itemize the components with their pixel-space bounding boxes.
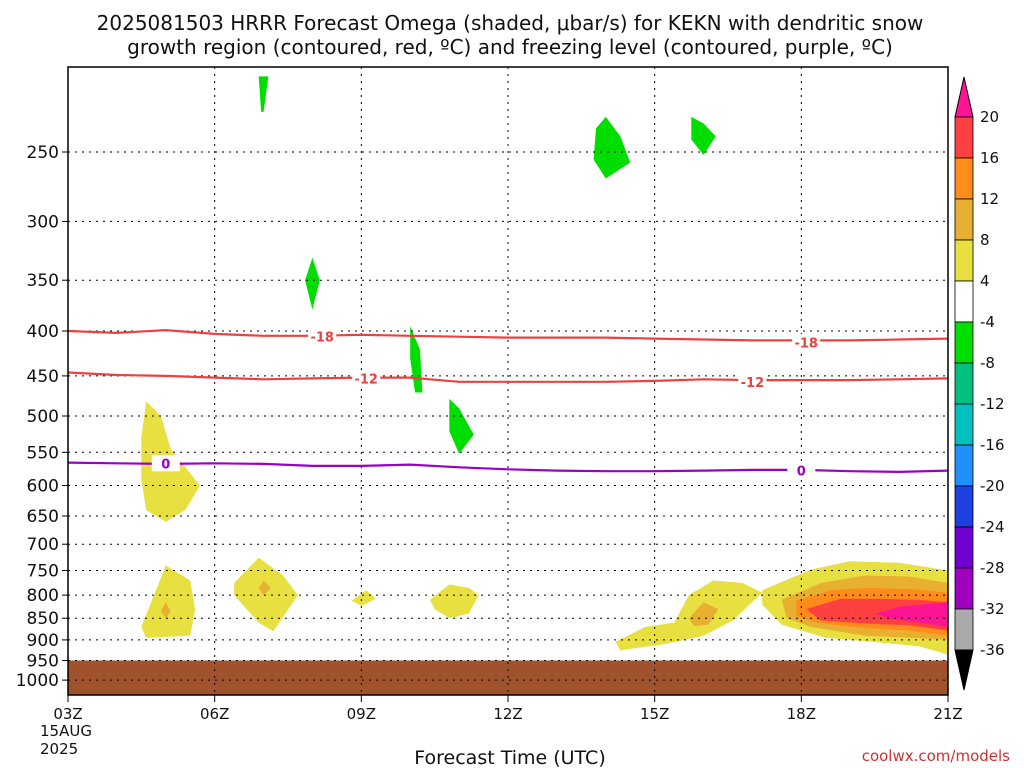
contour-labels: -18 -18 -12 -12 0 0 — [151, 328, 821, 480]
colorbar-label-3: 8 — [980, 231, 990, 249]
contour-label-1: -18 — [794, 336, 818, 351]
colorbar-label-5: -4 — [980, 313, 995, 331]
y-tick-label-400: 400 — [27, 322, 59, 342]
x-tick-label-12Z: 12Z — [493, 705, 522, 723]
colorbar-label-13: -36 — [980, 641, 1005, 659]
colorbar-segment-3 — [954, 198, 974, 241]
omega-region-1 — [141, 565, 196, 638]
omega-shading-layer — [141, 76, 948, 655]
y-tick-label-900: 900 — [27, 631, 59, 651]
omega-region-19 — [691, 116, 716, 155]
x-date-line1: 15AUG — [40, 722, 92, 740]
omega-region-17 — [449, 398, 474, 454]
colorbar-segment-12 — [954, 567, 974, 610]
x-tick-label-21Z: 21Z — [933, 705, 962, 723]
contour-label-4: 0 — [161, 457, 170, 472]
y-tick-label-800: 800 — [27, 586, 59, 606]
x-tick-label-09Z: 09Z — [347, 705, 376, 723]
site-credit: coolwx.com/models — [862, 747, 1010, 765]
colorbar-label-12: -32 — [980, 600, 1005, 618]
y-tick-label-950: 950 — [27, 652, 59, 672]
colorbar-segment-8 — [954, 403, 974, 446]
colorbar-label-6: -8 — [980, 354, 995, 372]
x-tick-label-03Z: 03Z — [53, 705, 82, 723]
y-tick-label-350: 350 — [27, 271, 59, 291]
colorbar-label-0: 20 — [980, 108, 999, 126]
x-tick-label-18Z: 18Z — [787, 705, 816, 723]
contour-label-0: -18 — [310, 331, 334, 346]
omega-region-5 — [351, 590, 376, 606]
x-tick-label-06Z: 06Z — [200, 705, 229, 723]
colorbar: 20 16 12 8 4 -4 -8 -12 -16 -20 -24 -28 -32 -36 — [954, 76, 1005, 691]
y-tick-label-1000: 1000 — [16, 671, 59, 691]
colorbar-label-2: 12 — [980, 190, 999, 208]
contour-label-5: 0 — [797, 465, 806, 480]
contour-label-bg-2 — [352, 370, 381, 387]
colorbar-segment-4 — [954, 239, 974, 282]
y-tick-label-450: 450 — [27, 367, 59, 387]
x-date-line2: 2025 — [40, 740, 78, 758]
contour-label-3: -12 — [741, 376, 765, 391]
colorbar-segment-13 — [954, 608, 974, 651]
colorbar-label-7: -12 — [980, 395, 1005, 413]
colorbar-segment-2 — [954, 157, 974, 200]
colorbar-top-arrow — [954, 76, 974, 118]
colorbar-label-11: -28 — [980, 559, 1005, 577]
y-tick-label-600: 600 — [27, 477, 59, 497]
omega-region-3 — [234, 557, 298, 632]
contour-line-1 — [67, 371, 949, 383]
colorbar-segment-9 — [954, 444, 974, 487]
contour-label-bg-4 — [151, 455, 180, 472]
y-axis-tick-labels: 2503003504004505005506006507007508008509… — [16, 143, 68, 691]
y-tick-label-550: 550 — [27, 443, 59, 463]
omega-region-18 — [593, 116, 631, 179]
y-tick-label-650: 650 — [27, 507, 59, 527]
omega-region-15 — [305, 257, 320, 310]
x-axis-tick-labels: 03Z 06Z 09Z 12Z 15Z 18Z 21Z — [53, 695, 963, 723]
omega-region-6 — [429, 584, 479, 619]
colorbar-segment-11 — [954, 526, 974, 569]
x-axis-label: Forecast Time (UTC) — [414, 747, 605, 768]
y-tick-label-850: 850 — [27, 609, 59, 629]
colorbar-label-8: -16 — [980, 436, 1005, 454]
omega-region-2 — [160, 602, 171, 619]
chart-title-line2: growth region (contoured, red, ºC) and f… — [127, 35, 893, 59]
contour-label-bg-5 — [787, 462, 816, 479]
colorbar-segment-6 — [954, 321, 974, 364]
y-tick-label-300: 300 — [27, 212, 59, 232]
y-tick-label-750: 750 — [27, 562, 59, 582]
y-tick-label-250: 250 — [27, 143, 59, 163]
omega-region-7 — [615, 580, 763, 651]
omega-region-8 — [688, 602, 719, 627]
contour-label-bg-1 — [792, 334, 821, 351]
colorbar-label-9: -20 — [980, 477, 1005, 495]
colorbar-label-10: -24 — [980, 518, 1005, 536]
y-tick-label-500: 500 — [27, 407, 59, 427]
contour-label-bg-0 — [308, 328, 337, 345]
x-tick-label-15Z: 15Z — [640, 705, 669, 723]
y-tick-label-700: 700 — [27, 535, 59, 555]
colorbar-bottom-arrow — [954, 649, 974, 691]
contour-label-2: -12 — [354, 372, 378, 387]
colorbar-segment-7 — [954, 362, 974, 405]
colorbar-segment-5 — [954, 280, 974, 323]
omega-region-14 — [258, 76, 269, 112]
omega-region-4 — [258, 580, 271, 596]
chart-title-line1: 2025081503 HRRR Forecast Omega (shaded, … — [97, 11, 924, 35]
omega-region-13 — [874, 602, 948, 627]
contour-label-bg-3 — [738, 373, 767, 390]
colorbar-label-1: 16 — [980, 149, 999, 167]
colorbar-label-4: 4 — [980, 272, 990, 290]
colorbar-segment-10 — [954, 485, 974, 528]
colorbar-segment-1 — [954, 116, 974, 159]
